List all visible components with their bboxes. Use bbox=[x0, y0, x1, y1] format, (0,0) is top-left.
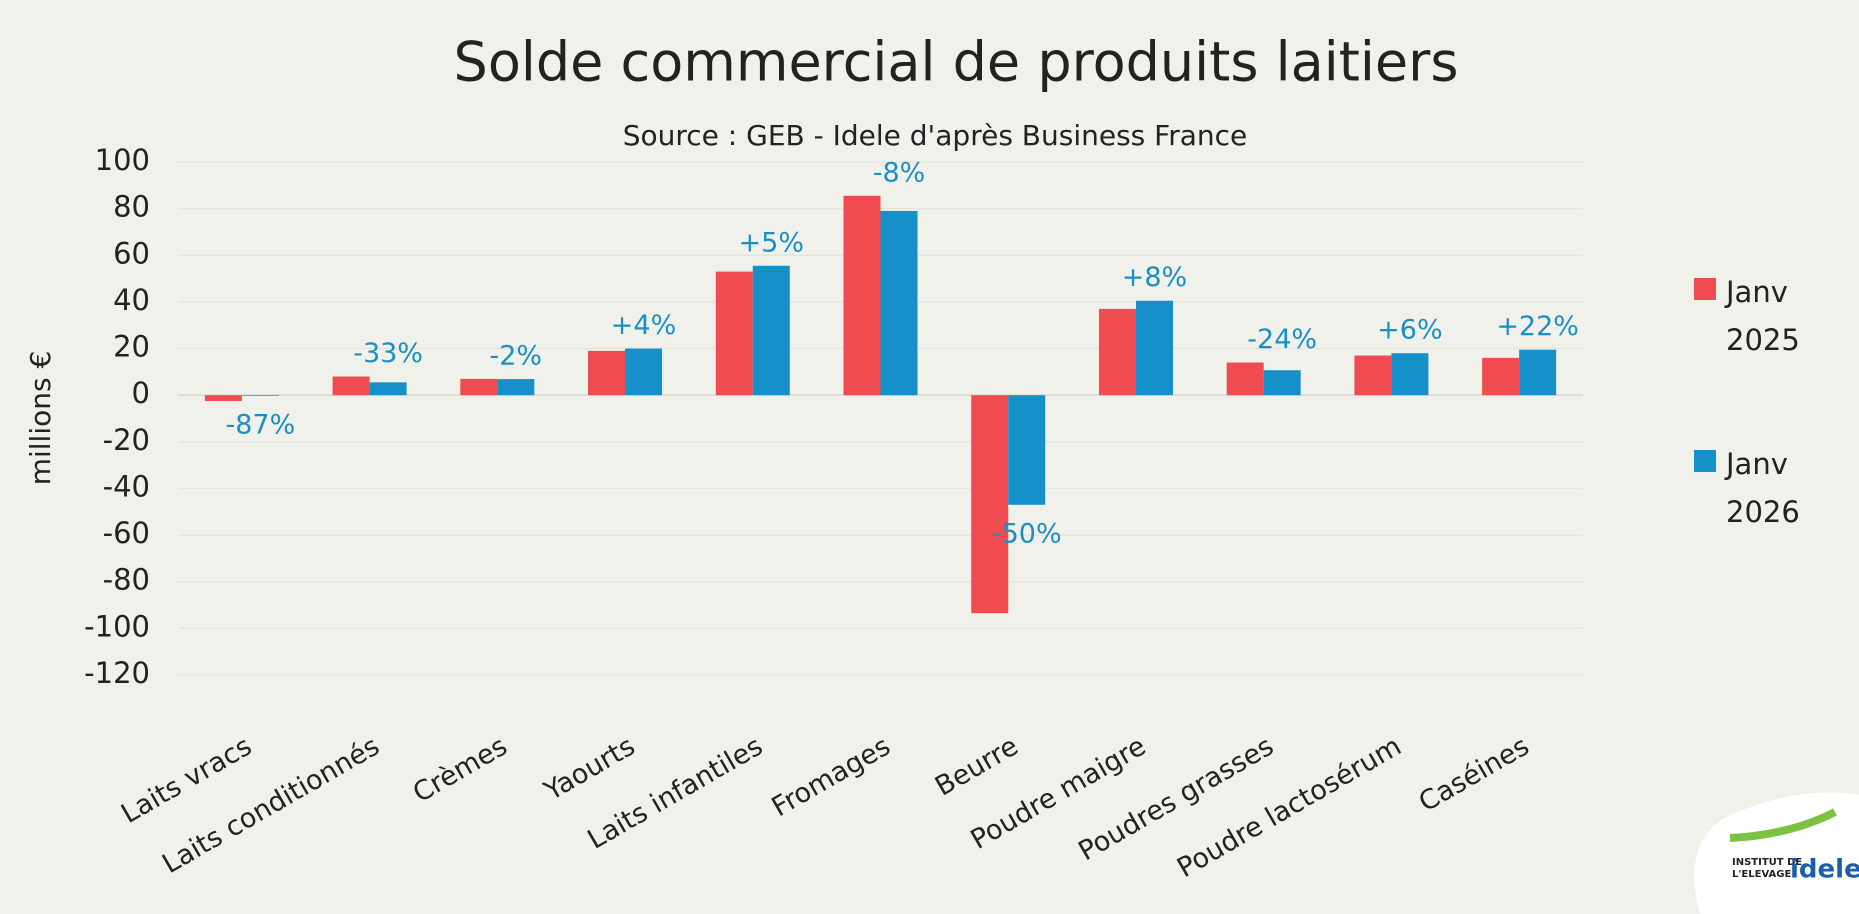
change-label: +4% bbox=[611, 310, 676, 341]
bar bbox=[369, 382, 407, 396]
x-tick-label: Caséines bbox=[1414, 731, 1535, 819]
bar bbox=[1519, 349, 1557, 396]
bar bbox=[971, 395, 1009, 614]
y-tick-label: 0 bbox=[132, 376, 150, 410]
bar bbox=[752, 265, 790, 396]
change-label: -2% bbox=[490, 340, 543, 371]
bar bbox=[1135, 300, 1173, 396]
y-tick-label: -60 bbox=[103, 516, 150, 550]
y-tick-label: -40 bbox=[103, 469, 150, 503]
y-tick-label: 20 bbox=[113, 330, 150, 364]
bar bbox=[880, 210, 918, 396]
chart-subtitle: Source : GEB - Idele d'après Business Fr… bbox=[623, 119, 1248, 152]
legend-swatch bbox=[1694, 450, 1716, 472]
bar bbox=[1098, 308, 1136, 396]
bar bbox=[241, 395, 279, 396]
x-tick-label: Crèmes bbox=[408, 731, 513, 809]
legend-label: Janv 2025 bbox=[1726, 275, 1800, 357]
change-label: -8% bbox=[873, 157, 926, 188]
change-label: +6% bbox=[1377, 315, 1442, 346]
change-label: +8% bbox=[1122, 262, 1187, 293]
chart-title: Solde commercial de produits laitiers bbox=[454, 31, 1459, 94]
bar bbox=[497, 379, 535, 396]
change-label: -87% bbox=[225, 409, 295, 440]
bar bbox=[1391, 353, 1429, 396]
logo-brand: idele bbox=[1790, 855, 1859, 885]
x-tick-label: Fromages bbox=[767, 731, 896, 823]
logo-text: INSTITUT DE bbox=[1732, 857, 1802, 868]
y-tick-label: -100 bbox=[84, 609, 150, 643]
bar bbox=[1482, 357, 1520, 396]
x-tick-label: Yaourts bbox=[538, 731, 640, 808]
change-label: -33% bbox=[353, 338, 423, 369]
y-tick-label: 40 bbox=[113, 283, 150, 317]
bar bbox=[843, 195, 881, 396]
bar bbox=[625, 348, 663, 396]
bar bbox=[588, 350, 626, 396]
y-tick-label: 100 bbox=[95, 143, 150, 177]
y-tick-label: 80 bbox=[113, 190, 150, 224]
bar bbox=[1354, 355, 1392, 396]
logo-swoosh bbox=[1729, 808, 1837, 842]
y-tick-label: -120 bbox=[84, 656, 150, 690]
bar bbox=[332, 376, 370, 396]
bar bbox=[1263, 370, 1301, 396]
change-label: +22% bbox=[1496, 311, 1579, 342]
bar bbox=[460, 378, 498, 396]
change-label: -24% bbox=[1247, 324, 1317, 355]
x-tick-label: Poudre lactosérum bbox=[1172, 731, 1407, 884]
legend-label: Janv 2026 bbox=[1726, 447, 1800, 529]
y-tick-label: -20 bbox=[103, 423, 150, 457]
change-label: -50% bbox=[992, 518, 1062, 549]
y-axis-label: millions € bbox=[24, 351, 57, 486]
bar bbox=[1226, 362, 1264, 396]
bar bbox=[1008, 395, 1046, 505]
y-tick-label: 60 bbox=[113, 236, 150, 270]
bar bbox=[204, 395, 242, 402]
change-label: +5% bbox=[739, 227, 804, 258]
bar bbox=[715, 271, 753, 396]
x-tick-label: Beurre bbox=[930, 731, 1023, 803]
legend-swatch bbox=[1694, 278, 1716, 300]
x-tick-label: Laits conditionnés bbox=[157, 731, 385, 880]
logo-text: L'ELEVAGE bbox=[1732, 869, 1791, 880]
y-tick-label: -80 bbox=[103, 563, 150, 597]
